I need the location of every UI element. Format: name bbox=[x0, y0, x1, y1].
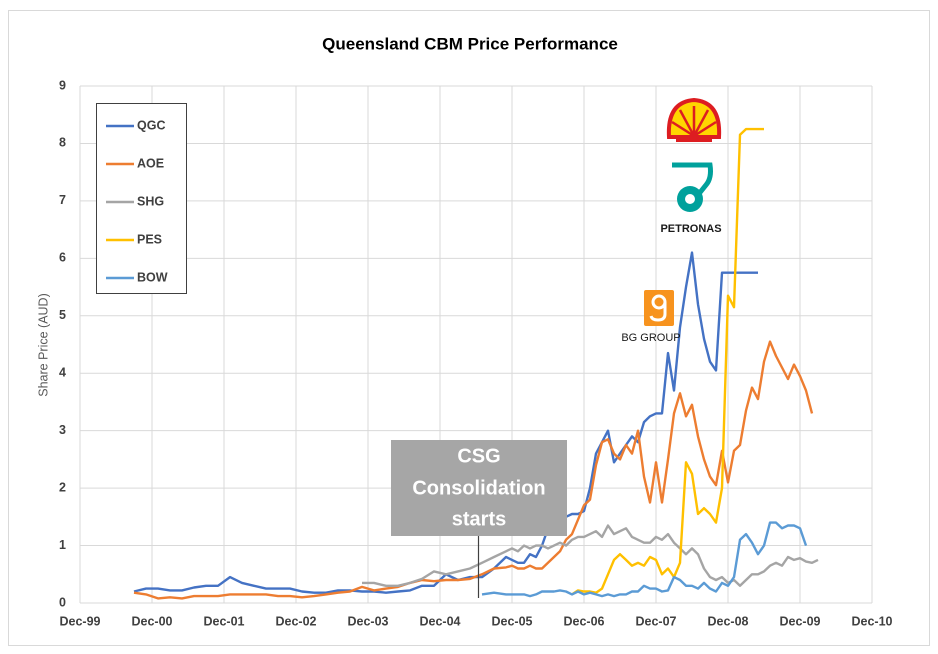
petronas-logo bbox=[672, 162, 713, 212]
x-tick-label: Dec-03 bbox=[348, 614, 389, 628]
series-line bbox=[133, 251, 758, 594]
annotation-text: CSG bbox=[457, 445, 500, 467]
y-tick-label: 2 bbox=[59, 480, 66, 494]
lines bbox=[133, 127, 819, 600]
y-tick-label: 5 bbox=[59, 308, 66, 322]
x-tick-label: Dec-08 bbox=[708, 614, 749, 628]
legend-box bbox=[96, 103, 187, 294]
legend-label: PES bbox=[137, 232, 162, 246]
y-tick-label: 1 bbox=[59, 538, 66, 552]
logo-label: BG GROUP bbox=[621, 332, 680, 344]
y-tick-label: 4 bbox=[59, 366, 66, 380]
annotation-box bbox=[391, 440, 567, 536]
annotation-text: Consolidation bbox=[412, 477, 545, 499]
x-tick-label: Dec-10 bbox=[852, 614, 893, 628]
x-tick-label: Dec-06 bbox=[564, 614, 605, 628]
y-tick-label: 6 bbox=[59, 251, 66, 265]
x-tick-label: Dec-99 bbox=[60, 614, 101, 628]
legend: QGC AOE SHG PES BOW bbox=[106, 118, 168, 284]
x-tick-label: Dec-09 bbox=[780, 614, 821, 628]
legend-label: SHG bbox=[137, 194, 164, 208]
x-tick-label: Dec-07 bbox=[636, 614, 677, 628]
shell-logo bbox=[666, 97, 722, 142]
grid bbox=[79, 85, 873, 604]
legend-label: AOE bbox=[137, 156, 164, 170]
x-tick-label: Dec-05 bbox=[492, 614, 533, 628]
legend-label: QGC bbox=[137, 118, 165, 132]
x-tick-label: Dec-00 bbox=[132, 614, 173, 628]
y-tick-label: 9 bbox=[59, 78, 66, 92]
series-line bbox=[362, 524, 819, 587]
y-tick-label: 0 bbox=[59, 595, 66, 609]
chart-title: Queensland CBM Price Performance bbox=[322, 34, 618, 53]
bg-group-logo bbox=[644, 290, 674, 326]
y-tick-label: 3 bbox=[59, 423, 66, 437]
series-line bbox=[133, 340, 814, 600]
legend-label: BOW bbox=[137, 270, 168, 284]
y-tick-label: 7 bbox=[59, 193, 66, 207]
annotation-text: starts bbox=[452, 508, 506, 530]
x-tick-label: Dec-04 bbox=[420, 614, 461, 628]
logo-label: PETRONAS bbox=[660, 223, 721, 235]
x-tick-label: Dec-02 bbox=[276, 614, 317, 628]
y-tick-label: 8 bbox=[59, 136, 66, 150]
series-line bbox=[481, 521, 808, 598]
y-axis-label: Share Price (AUD) bbox=[36, 293, 50, 397]
x-tick-label: Dec-01 bbox=[204, 614, 245, 628]
series-line bbox=[571, 127, 764, 596]
